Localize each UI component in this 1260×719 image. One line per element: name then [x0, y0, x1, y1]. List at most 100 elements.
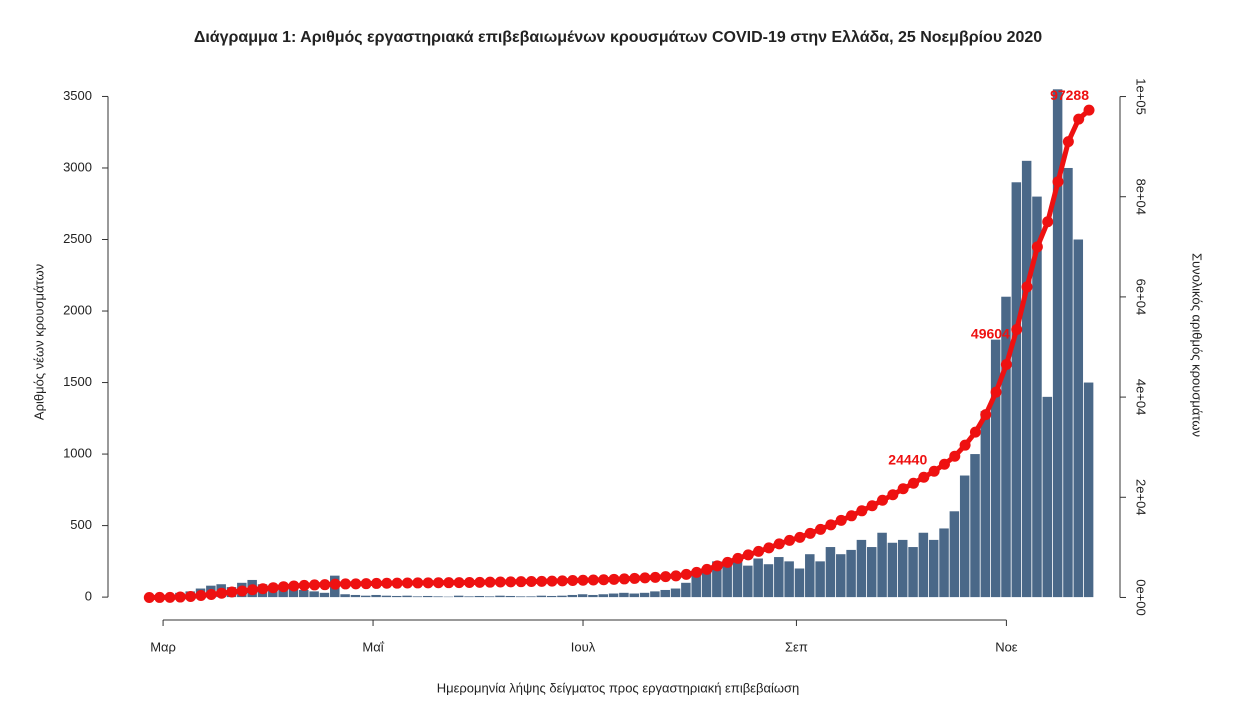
cumulative-line	[149, 110, 1089, 597]
y-tick-label: 2500	[63, 231, 92, 246]
cumulative-point	[175, 592, 186, 603]
cumulative-point	[639, 572, 650, 583]
cumulative-point	[319, 579, 330, 590]
bar	[392, 596, 402, 597]
bar	[919, 533, 929, 597]
cumulative-point	[949, 451, 960, 462]
cumulative-point	[278, 581, 289, 592]
cumulative-point	[794, 532, 805, 543]
cumulative-point	[536, 576, 547, 587]
cumulative-point	[619, 573, 630, 584]
cumulative-point	[1063, 136, 1074, 147]
y-tick-label: 3500	[63, 88, 92, 103]
bar	[485, 596, 495, 597]
cumulative-point	[991, 387, 1002, 398]
cumulative-point	[443, 577, 454, 588]
bar	[691, 576, 701, 597]
cumulative-point	[732, 553, 743, 564]
cumulative-point	[743, 549, 754, 560]
y2-tick-label: 6e+04	[1134, 279, 1149, 316]
cumulative-point	[309, 579, 320, 590]
bar	[950, 511, 960, 597]
cumulative-point	[753, 546, 764, 557]
bar	[764, 564, 774, 597]
bar	[299, 590, 309, 597]
cumulative-point	[1022, 281, 1033, 292]
bar	[753, 558, 763, 597]
y2-tick-label: 2e+04	[1134, 479, 1149, 516]
y2-tick-label: 0e+00	[1134, 579, 1149, 616]
bar	[309, 591, 319, 597]
bar	[681, 583, 691, 597]
bar	[599, 594, 609, 597]
cumulative-point	[609, 574, 620, 585]
bar	[650, 591, 660, 597]
cumulative-point	[474, 577, 485, 588]
bar	[846, 550, 856, 597]
cumulative-point	[660, 571, 671, 582]
bar	[815, 561, 825, 597]
x-tick-label: Μαρ	[150, 639, 176, 654]
cumulative-point	[144, 592, 155, 603]
cumulative-point	[877, 495, 888, 506]
cumulative-point	[1011, 324, 1022, 335]
cumulative-point	[505, 576, 516, 587]
x-tick-label: Μαΐ	[362, 639, 384, 654]
bar	[402, 596, 412, 597]
bar	[578, 594, 588, 597]
bar	[464, 596, 474, 597]
cumulative-point	[1001, 359, 1012, 370]
cumulative-point	[980, 409, 991, 420]
cumulative-point	[423, 577, 434, 588]
cumulative-point	[454, 577, 465, 588]
bar	[361, 596, 371, 597]
x-tick-label: Ιουλ	[571, 639, 596, 654]
bar	[1022, 161, 1032, 597]
cumulative-point	[929, 466, 940, 477]
bar	[784, 561, 794, 597]
cumulative-point	[856, 505, 867, 516]
cumulative-point	[805, 528, 816, 539]
bar	[1012, 182, 1022, 597]
annotation: 97288	[1050, 87, 1089, 103]
bar	[433, 596, 443, 597]
bar	[475, 596, 485, 597]
bar	[568, 595, 578, 597]
bar	[888, 543, 898, 597]
cumulative-point	[598, 574, 609, 585]
y-tick-label: 2000	[63, 302, 92, 317]
bar	[805, 554, 815, 597]
y-tick-label: 500	[70, 517, 92, 532]
cumulative-point	[701, 564, 712, 575]
bar	[1043, 397, 1053, 597]
cumulative-point	[237, 585, 248, 596]
cumulative-point	[1042, 216, 1053, 227]
cumulative-point	[1084, 105, 1095, 116]
y-axis-label: Αριθμός νέων κρουσμάτων	[31, 264, 46, 420]
cumulative-point	[402, 578, 413, 589]
bar	[908, 547, 918, 597]
bar	[836, 554, 846, 597]
bar	[371, 595, 381, 597]
cumulative-point	[547, 576, 558, 587]
cumulative-point	[195, 590, 206, 601]
y-tick-label: 1000	[63, 446, 92, 461]
y2-axis-label: Συνολικός αριθμός κρουσμάτων	[1190, 253, 1205, 437]
bar	[506, 596, 516, 597]
y2-tick-label: 4e+04	[1134, 379, 1149, 416]
cumulative-point	[763, 542, 774, 553]
cumulative-point	[887, 489, 898, 500]
bar	[774, 557, 784, 597]
cumulative-point	[939, 459, 950, 470]
x-tick-label: Σεπ	[785, 639, 808, 654]
cumulative-point	[1032, 241, 1043, 252]
bar	[660, 590, 670, 597]
cumulative-point	[557, 575, 568, 586]
y2-tick-label: 8e+04	[1134, 178, 1149, 215]
annotation: 49604	[971, 326, 1010, 342]
bar	[640, 593, 650, 597]
cumulative-point	[464, 577, 475, 588]
cumulative-point	[381, 578, 392, 589]
bar	[981, 411, 991, 597]
